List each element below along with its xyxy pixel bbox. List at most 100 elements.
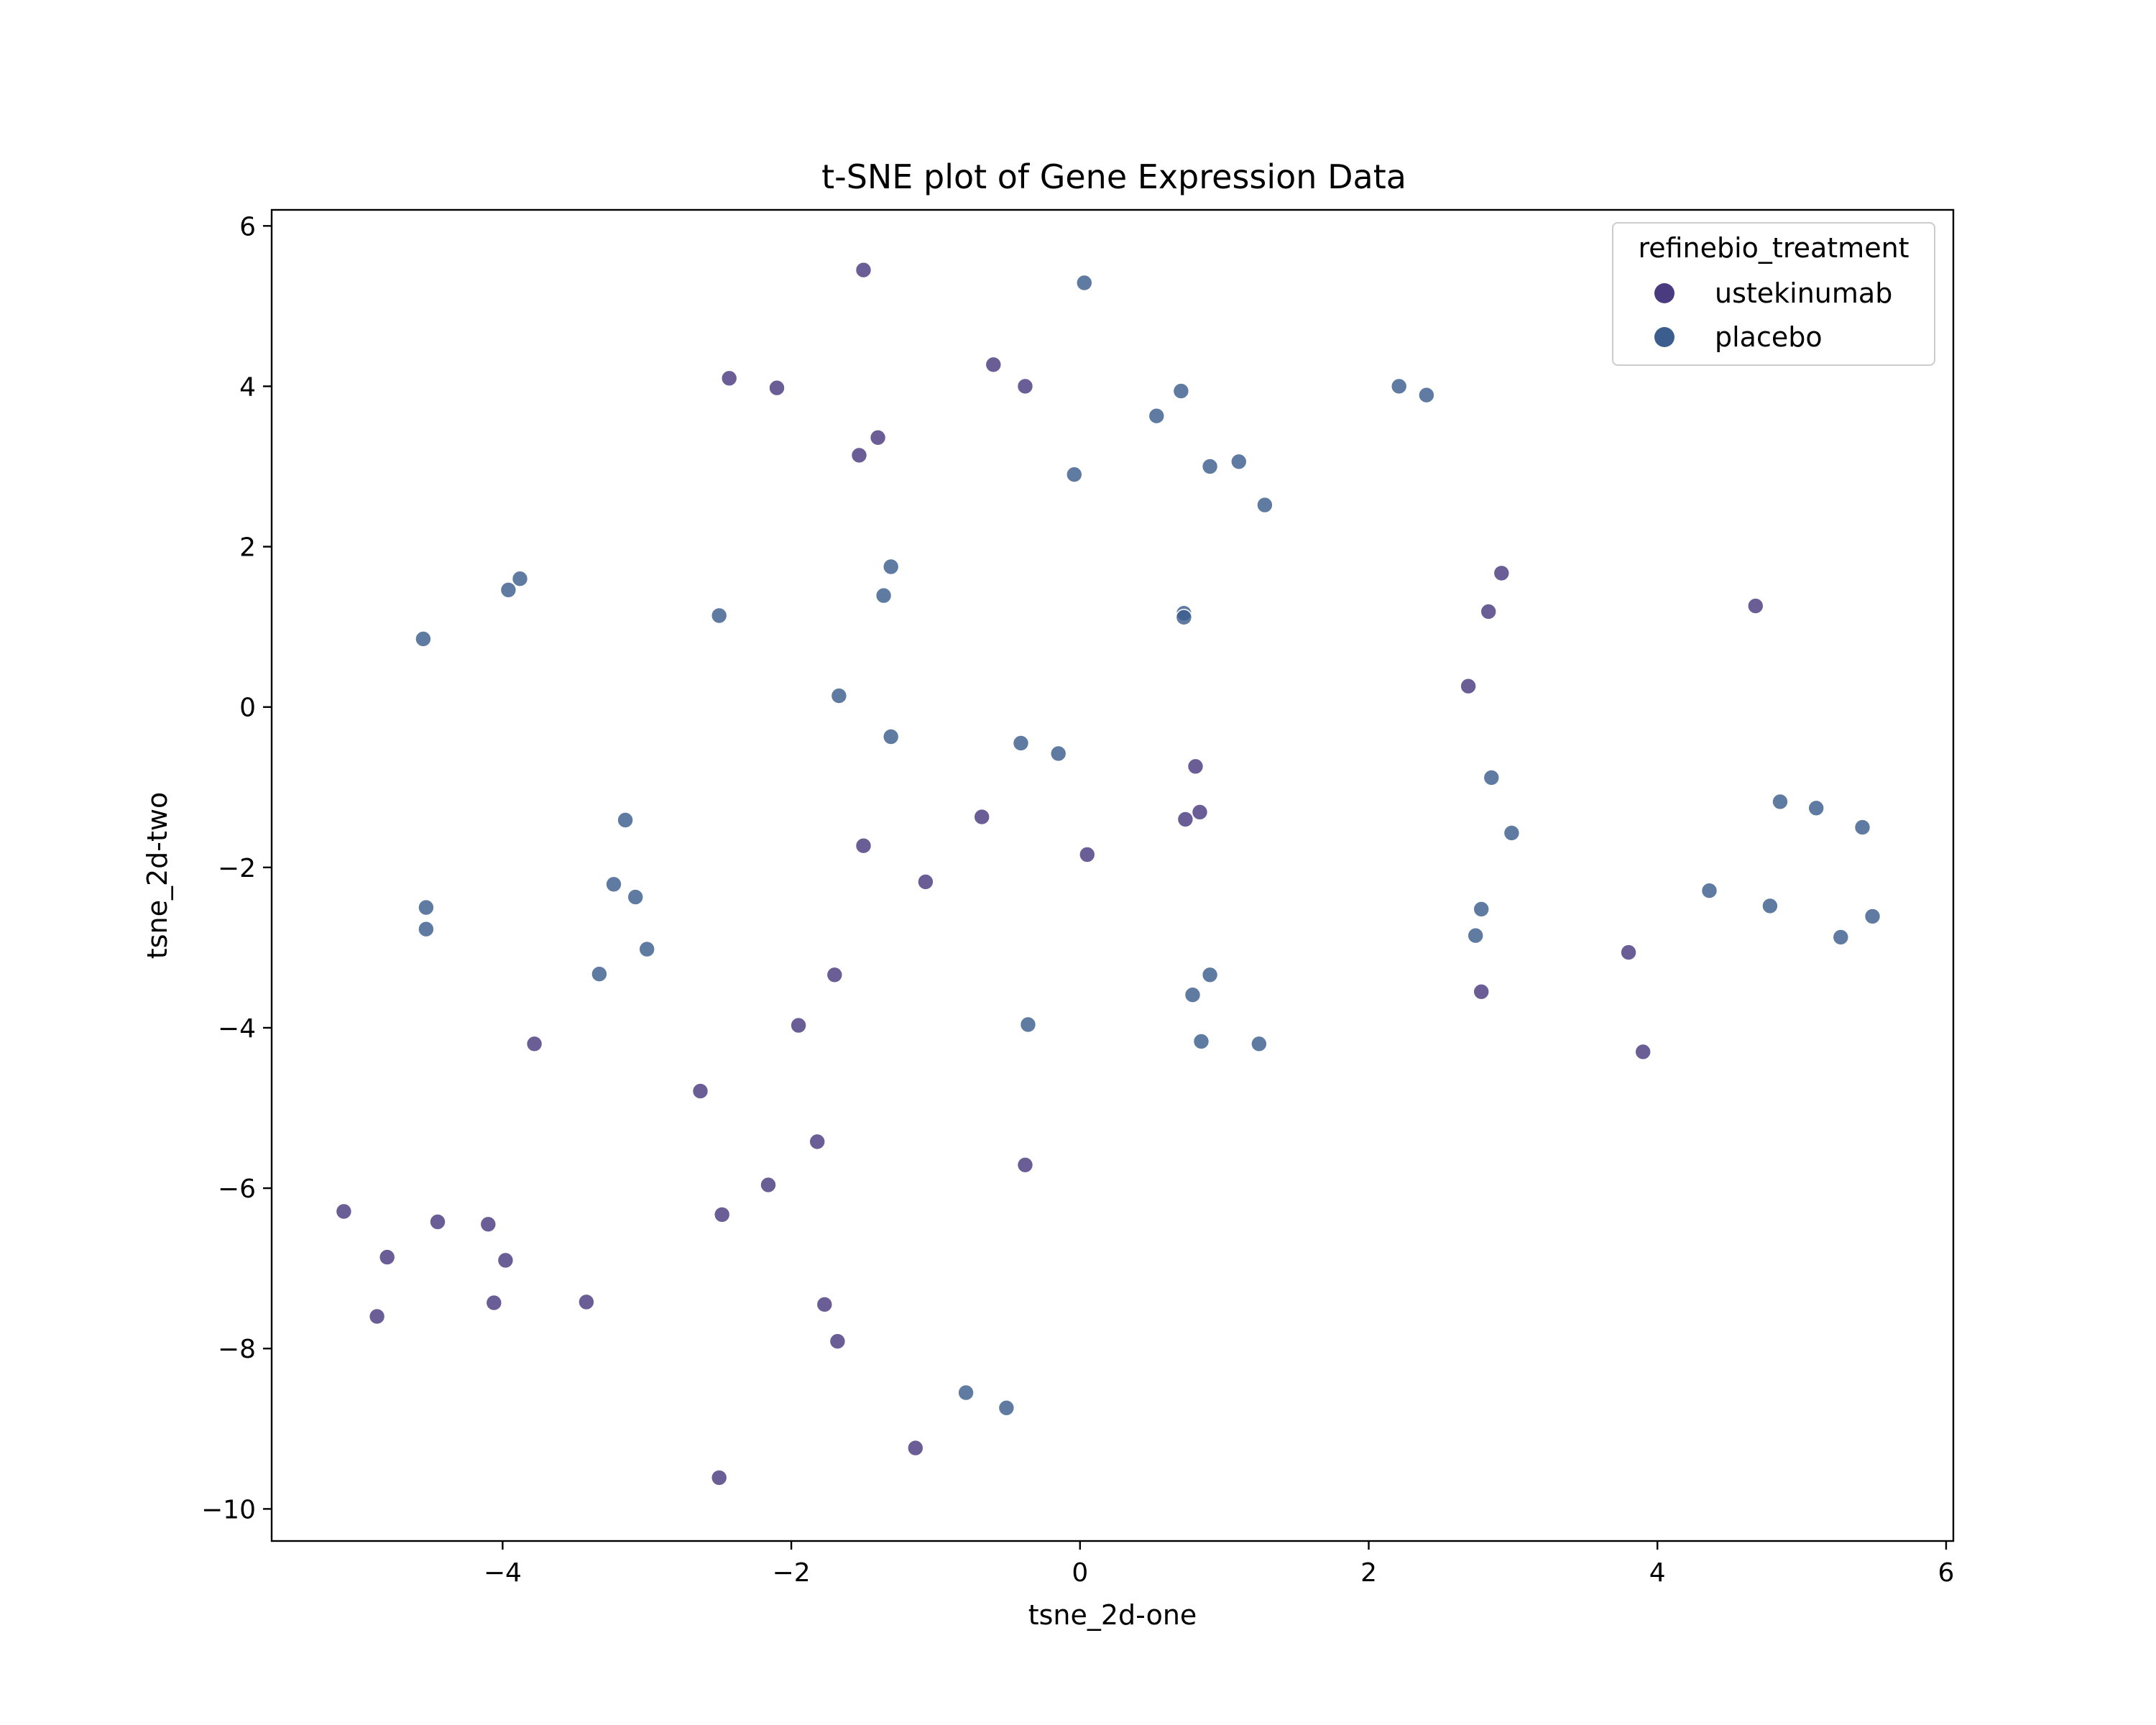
legend-label-ustekinumab: ustekinumab xyxy=(1715,277,1892,309)
data-point-placebo xyxy=(1012,735,1030,752)
data-point-placebo xyxy=(1864,908,1881,925)
data-point-placebo xyxy=(1832,929,1850,946)
data-point-placebo xyxy=(1148,407,1166,425)
data-point-placebo xyxy=(1503,824,1521,842)
data-point-ustekinumab xyxy=(850,446,868,464)
legend-marker-ustekinumab xyxy=(1654,283,1674,303)
legend: refinebio_treatment ustekinumab placebo xyxy=(1612,222,1935,366)
data-point-ustekinumab xyxy=(429,1213,446,1230)
y-tick-label: −4 xyxy=(218,1014,256,1044)
data-point-placebo xyxy=(1184,986,1202,1003)
data-point-ustekinumab xyxy=(368,1307,386,1325)
legend-box xyxy=(1612,222,1935,366)
data-point-placebo xyxy=(1019,1016,1037,1034)
x-tick-label: −4 xyxy=(484,1558,522,1588)
data-point-ustekinumab xyxy=(1016,377,1034,395)
data-point-ustekinumab xyxy=(691,1082,709,1100)
data-point-placebo xyxy=(1066,466,1083,484)
data-point-placebo xyxy=(1700,882,1718,899)
data-point-ustekinumab xyxy=(1460,677,1477,695)
chart-title: t-SNE plot of Gene Expression Data xyxy=(821,157,1406,196)
data-point-placebo xyxy=(998,1399,1015,1417)
data-point-placebo xyxy=(1230,453,1248,471)
data-point-placebo xyxy=(1049,745,1067,763)
data-point-placebo xyxy=(1076,274,1093,292)
data-point-ustekinumab xyxy=(1191,804,1209,821)
points-layer xyxy=(335,261,1881,1486)
data-point-placebo xyxy=(605,875,622,893)
data-point-ustekinumab xyxy=(1480,603,1497,620)
data-point-placebo xyxy=(830,687,848,704)
data-point-ustekinumab xyxy=(869,428,887,446)
data-point-placebo xyxy=(415,630,432,648)
data-point-ustekinumab xyxy=(854,261,872,279)
data-point-placebo xyxy=(1467,926,1484,944)
x-tick-label: 2 xyxy=(1360,1558,1377,1588)
data-point-ustekinumab xyxy=(816,1296,834,1313)
x-tick-label: 0 xyxy=(1072,1558,1088,1588)
data-point-ustekinumab xyxy=(335,1202,353,1220)
data-point-placebo xyxy=(1390,377,1408,395)
data-point-ustekinumab xyxy=(854,837,872,855)
data-point-ustekinumab xyxy=(525,1035,543,1053)
data-point-placebo xyxy=(1201,966,1219,984)
data-point-placebo xyxy=(499,581,517,599)
x-tick-label: 4 xyxy=(1649,1558,1666,1588)
data-point-placebo xyxy=(627,888,645,906)
data-point-ustekinumab xyxy=(1079,846,1096,863)
legend-label-placebo: placebo xyxy=(1715,321,1823,353)
data-point-placebo xyxy=(1256,496,1273,514)
y-tick-label: −6 xyxy=(218,1174,256,1204)
data-point-ustekinumab xyxy=(1473,983,1490,1000)
data-point-ustekinumab xyxy=(378,1248,396,1266)
data-point-ustekinumab xyxy=(578,1293,595,1311)
data-point-placebo xyxy=(638,940,656,958)
data-point-ustekinumab xyxy=(485,1294,503,1312)
data-point-placebo xyxy=(882,728,900,745)
data-point-placebo xyxy=(1250,1035,1268,1053)
y-tick-label: 6 xyxy=(239,212,256,242)
x-axis-title: tsne_2d-one xyxy=(1028,1599,1197,1631)
data-point-ustekinumab xyxy=(720,369,738,387)
data-point-placebo xyxy=(1761,897,1779,915)
data-point-ustekinumab xyxy=(1634,1043,1651,1061)
data-point-ustekinumab xyxy=(1620,944,1637,961)
data-point-placebo xyxy=(882,558,900,576)
data-point-placebo xyxy=(591,965,608,983)
legend-marker-placebo xyxy=(1654,327,1674,347)
plot-frame xyxy=(270,208,1955,1542)
data-point-ustekinumab xyxy=(768,379,786,397)
data-point-ustekinumab xyxy=(1016,1156,1034,1174)
y-tick-label: −2 xyxy=(218,854,256,883)
data-point-placebo xyxy=(1772,793,1789,811)
axis-ticks: −4 −2 0 2 4 6 −10 −8 −6 −4 −2 0 2 4 6 xyxy=(201,212,1954,1588)
data-point-placebo xyxy=(1483,769,1501,786)
y-tick-label: −8 xyxy=(218,1335,256,1364)
data-point-ustekinumab xyxy=(808,1133,826,1151)
data-point-placebo xyxy=(418,898,435,916)
data-point-placebo xyxy=(418,920,435,938)
data-point-ustekinumab xyxy=(985,356,1003,374)
y-tick-label: 2 xyxy=(239,533,256,563)
data-point-ustekinumab xyxy=(829,1333,847,1350)
data-point-ustekinumab xyxy=(760,1176,777,1194)
data-point-placebo xyxy=(1807,799,1825,817)
x-tick-label: −2 xyxy=(773,1558,811,1588)
data-point-placebo xyxy=(1201,458,1219,475)
data-point-ustekinumab xyxy=(479,1215,497,1233)
y-tick-label: −10 xyxy=(201,1495,256,1524)
data-point-placebo xyxy=(1172,382,1190,400)
data-point-ustekinumab xyxy=(973,808,990,826)
data-point-placebo xyxy=(1418,386,1435,404)
data-point-ustekinumab xyxy=(790,1016,807,1034)
data-point-ustekinumab xyxy=(907,1439,924,1457)
data-point-placebo xyxy=(617,811,634,829)
data-point-ustekinumab xyxy=(710,1469,728,1486)
data-point-ustekinumab xyxy=(713,1206,731,1223)
data-point-ustekinumab xyxy=(1176,811,1194,828)
data-point-placebo xyxy=(1473,901,1490,918)
data-point-ustekinumab xyxy=(1493,564,1511,582)
y-axis-title: tsne_2d-two xyxy=(142,792,173,959)
data-point-ustekinumab xyxy=(1187,758,1204,776)
x-tick-label: 6 xyxy=(1938,1558,1955,1588)
